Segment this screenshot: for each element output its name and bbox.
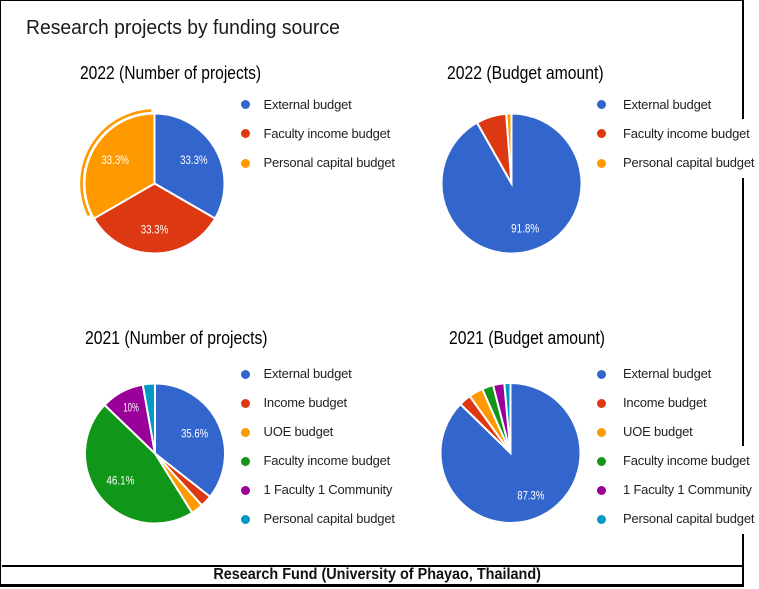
svg-text:33.3%: 33.3% (180, 155, 208, 167)
svg-text:10%: 10% (123, 403, 139, 415)
svg-text:91.8%: 91.8% (511, 224, 539, 236)
svg-text:87.3%: 87.3% (517, 491, 544, 503)
svg-text:35.6%: 35.6% (181, 428, 208, 440)
svg-text:33.3%: 33.3% (101, 155, 129, 167)
svg-text:33.3%: 33.3% (141, 225, 169, 237)
svg-text:46.1%: 46.1% (106, 476, 134, 488)
